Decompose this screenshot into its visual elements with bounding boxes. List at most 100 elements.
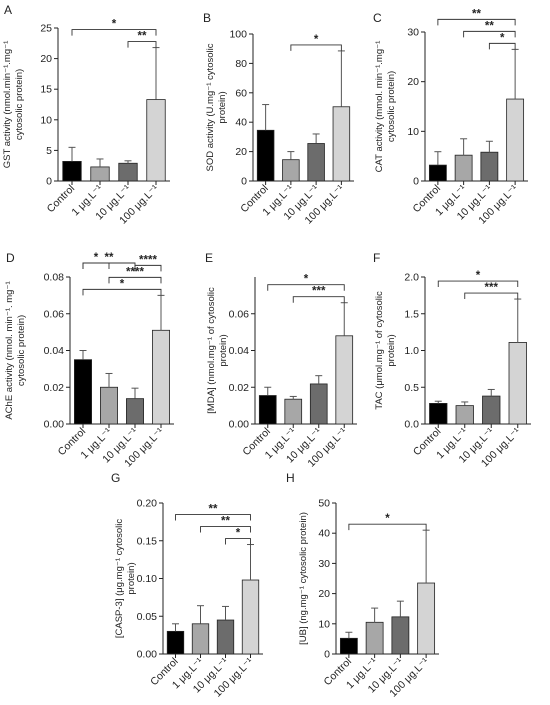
significance-label: ** <box>105 252 114 264</box>
bar <box>216 619 235 655</box>
y-axis-label: protein) <box>217 91 228 123</box>
significance-label: * <box>314 34 319 46</box>
significance-label: * <box>94 252 99 264</box>
significance-bracket <box>127 41 157 48</box>
significance-bracket <box>267 284 345 291</box>
panel-d: D 0.00 0.02 0.04 0.06 0.08 AChE activity (nmol… <box>4 251 174 470</box>
bar <box>309 383 328 425</box>
bar <box>166 630 185 655</box>
bar <box>191 623 210 655</box>
bar <box>118 162 138 182</box>
y-tick-label: 0 <box>324 649 330 661</box>
bar <box>365 621 384 655</box>
y-tick-label: 1.0 <box>404 345 419 357</box>
y-tick-label: 0.06 <box>229 308 250 320</box>
y-tick-label: 25 <box>40 23 52 35</box>
bar <box>454 154 473 182</box>
bar <box>152 329 170 425</box>
y-tick-label: 30 <box>318 558 330 570</box>
y-axis-label: [MDA] (nmol.mg⁻¹ of cytosolic <box>206 287 217 414</box>
y-tick-label: 40 <box>235 117 247 129</box>
bar <box>428 164 447 182</box>
y-tick-label: 30 <box>407 27 419 39</box>
panel-letter: E <box>205 251 213 265</box>
y-tick-label: 0.02 <box>229 382 250 394</box>
y-axis-label: protein) <box>218 334 229 366</box>
panel-letter: H <box>286 471 295 485</box>
y-tick-label: 0.00 <box>137 649 158 661</box>
significance-label: ** <box>138 31 147 43</box>
y-axis-label: [UB] (ng.mg⁻¹ cytosolic protein) <box>298 512 309 645</box>
y-tick-label: 20 <box>235 146 247 158</box>
significance-bracket <box>71 29 157 36</box>
y-axis-label: cytosolic protein) <box>14 69 25 140</box>
y-tick-label: 0.20 <box>137 498 158 510</box>
significance-bracket <box>464 292 519 300</box>
y-axis-label: cytosolic protein) <box>386 71 397 142</box>
y-tick-label: 0.00 <box>229 419 250 431</box>
y-tick-label: 60 <box>235 87 247 99</box>
y-tick-label: 0.00 <box>44 419 65 431</box>
panel-f: F 0.0 0.5 1.0 1.5 2.0 TAC (μmol.mg⁻¹ of cytoso… <box>373 251 531 470</box>
significance-label: *** <box>485 282 499 294</box>
significance-label: ** <box>485 20 494 32</box>
significance-bracket <box>108 276 162 284</box>
y-tick-label: 100 <box>229 29 247 41</box>
y-tick-label: 0 <box>46 176 52 188</box>
significance-label: ** <box>209 504 218 516</box>
significance-bracket <box>134 264 162 272</box>
y-axis-label: protein) <box>126 562 137 594</box>
significance-label: * <box>500 32 505 44</box>
significance-bracket <box>348 523 427 531</box>
bar <box>256 129 275 182</box>
bar <box>74 359 92 425</box>
bar <box>307 143 325 182</box>
y-tick-label: 0.05 <box>137 611 158 623</box>
bar <box>241 579 260 655</box>
y-axis-label: TAC (μmol.mg⁻¹ of cytosolic <box>374 291 385 410</box>
significance-label: * <box>236 528 241 540</box>
significance-label: * <box>120 278 125 290</box>
y-axis-label: [CASP-3] (μg.mg⁻¹ cytosolic <box>114 519 125 638</box>
y-tick-label: 80 <box>235 58 247 70</box>
y-tick-label: 10 <box>407 126 419 138</box>
y-axis-label: protein) <box>386 334 397 366</box>
panel-letter: C <box>373 11 382 25</box>
significance-bracket <box>463 30 516 38</box>
significance-bracket <box>292 296 345 303</box>
y-axis-label: AChE activity (nmol. min⁻¹. mg⁻¹ <box>4 281 15 419</box>
bar <box>126 398 144 425</box>
panel-letter: A <box>4 3 12 17</box>
bar <box>429 403 448 425</box>
bar <box>258 395 277 425</box>
bar <box>284 398 303 425</box>
y-axis-label: GST activity (nmol.min⁻¹.mg⁻¹ <box>2 41 13 169</box>
significance-label: **** <box>139 254 157 266</box>
bar <box>332 106 351 182</box>
y-axis-label: cytosolic protein) <box>16 315 27 386</box>
y-tick-label: 0.04 <box>229 345 250 357</box>
significance-label: ** <box>472 8 481 20</box>
y-tick-label: 2.0 <box>404 272 419 284</box>
significance-label: *** <box>312 286 326 298</box>
y-tick-label: 20 <box>318 588 330 600</box>
bar <box>508 342 527 425</box>
panel-letter: D <box>6 251 15 265</box>
bar <box>282 159 300 182</box>
y-tick-label: 0 <box>413 176 419 188</box>
significance-bracket <box>225 538 251 545</box>
significance-label: * <box>112 19 117 31</box>
y-tick-label: 50 <box>318 498 330 510</box>
y-tick-label: 10 <box>40 114 52 126</box>
y-tick-label: 0.5 <box>404 382 419 394</box>
significance-label: ** <box>221 516 230 528</box>
bar <box>335 335 354 425</box>
significance-label: **** <box>126 266 144 278</box>
y-tick-label: 0.06 <box>44 308 65 320</box>
y-tick-label: 0.08 <box>44 272 65 284</box>
bar <box>455 405 474 425</box>
significance-label: * <box>476 270 481 282</box>
y-tick-label: 20 <box>407 76 419 88</box>
significance-bracket <box>437 280 519 288</box>
